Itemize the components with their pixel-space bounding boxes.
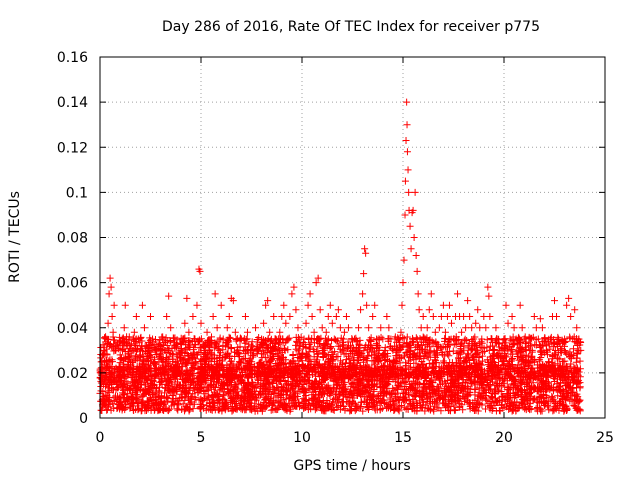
roti-noise-point bbox=[471, 385, 479, 393]
roti-noise-band bbox=[96, 333, 585, 415]
roti-noise-point bbox=[334, 381, 342, 389]
roti-noise-point bbox=[412, 334, 420, 342]
roti-noise-point bbox=[332, 399, 340, 407]
roti-noise-point bbox=[576, 357, 584, 365]
roti-noise-point bbox=[162, 393, 170, 401]
roti-noise-point bbox=[451, 406, 459, 414]
roti-noise-point bbox=[267, 406, 275, 414]
roti-noise-point bbox=[537, 405, 545, 413]
roti-noise-point bbox=[240, 355, 248, 363]
roti-noise-point bbox=[289, 350, 297, 358]
roti-noise-point bbox=[206, 382, 214, 390]
roti-noise-point bbox=[573, 350, 581, 358]
roti-noise-point bbox=[492, 397, 500, 405]
roti-noise-point bbox=[226, 334, 234, 342]
roti-noise-point bbox=[232, 336, 240, 344]
roti-noise-point bbox=[275, 340, 283, 348]
roti-noise-point bbox=[420, 334, 428, 342]
roti-noise-point bbox=[166, 405, 174, 413]
roti-noise-point bbox=[369, 381, 377, 389]
roti-noise-point bbox=[341, 406, 349, 414]
chart-title: Day 286 of 2016, Rate Of TEC Index for r… bbox=[162, 19, 540, 35]
roti-noise-point bbox=[449, 347, 457, 355]
roti-noise-point bbox=[471, 386, 479, 394]
roti-noise-point bbox=[576, 373, 584, 381]
roti-noise-point bbox=[379, 363, 387, 371]
roti-noise-point bbox=[174, 406, 182, 414]
roti-noise-point bbox=[535, 357, 543, 365]
roti-noise-point bbox=[461, 335, 469, 343]
roti-noise-point bbox=[463, 350, 471, 358]
